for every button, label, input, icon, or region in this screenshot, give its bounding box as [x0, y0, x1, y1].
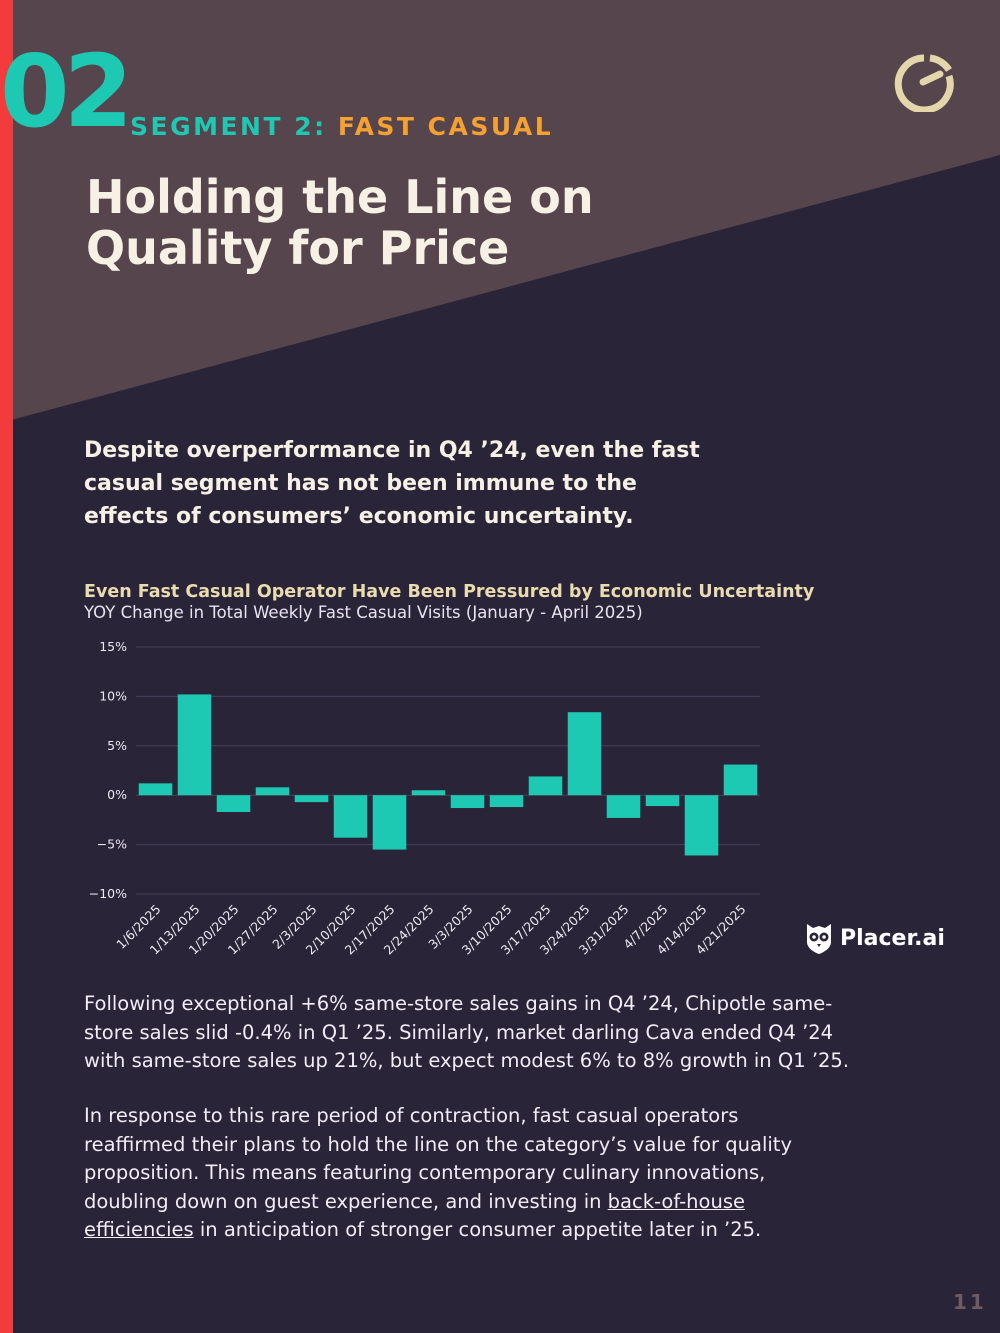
y-tick-label: 15% — [99, 639, 127, 654]
page-title-line-1: Holding the Line on — [86, 170, 594, 224]
bar-3-24-2025 — [567, 712, 602, 796]
header-diagonal-band — [0, 0, 1000, 423]
body-p1-line-2: store sales slid -0.4% in Q1 ’25. Simila… — [84, 1020, 834, 1044]
body-p2-line-4: doubling down on guest experience, and i… — [84, 1188, 944, 1217]
body-p2-line-5-text: in anticipation of stronger consumer app… — [193, 1218, 762, 1241]
y-tick-label: 10% — [99, 688, 127, 703]
back-of-house-link-part-2[interactable]: efficiencies — [84, 1218, 194, 1241]
lede-line-1: Despite overperformance in Q4 ’24, even … — [84, 438, 700, 463]
page-number: 11 — [953, 1290, 987, 1314]
body-p1-line-3: with same-store sales up 21%, but expect… — [84, 1049, 850, 1072]
y-tick-label: −5% — [97, 837, 127, 852]
chart-subtitle: YOY Change in Total Weekly Fast Casual V… — [84, 603, 643, 622]
owl-icon — [807, 924, 831, 954]
brand-name: Placer.ai — [840, 925, 945, 951]
accent-side-bar — [0, 0, 13, 1333]
body-p2-line-4-text: doubling down on guest experience, and i… — [84, 1189, 608, 1213]
lede-paragraph: Despite overperformance in Q4 ’24, even … — [84, 434, 744, 533]
body-paragraph-1: Following exceptional +6% same-store sal… — [84, 990, 944, 1076]
lede-line-2: casual segment has not been immune to th… — [84, 471, 637, 496]
page-title: Holding the Line on Quality for Price — [86, 172, 726, 273]
bar-4-7-2025 — [645, 795, 680, 807]
bar-4-14-2025 — [684, 795, 719, 856]
clock-logo-icon — [894, 54, 954, 112]
bar-3-31-2025 — [606, 795, 641, 818]
segment-label: SEGMENT 2: FAST CASUAL — [130, 112, 553, 141]
body-p2-line-5: efficiencies in anticipation of stronger… — [84, 1216, 944, 1245]
bar-2-24-2025 — [411, 790, 446, 796]
page-title-line-2: Quality for Price — [86, 220, 510, 275]
y-tick-label: −10% — [89, 886, 127, 901]
segment-name: FAST CASUAL — [337, 112, 554, 141]
body-p2-line-3: proposition. This means featuring contem… — [84, 1161, 766, 1184]
y-tick-label: 5% — [107, 738, 127, 753]
bar-3-10-2025 — [489, 795, 524, 808]
bar-3-3-2025 — [450, 795, 485, 809]
body-p1-line-1: Following exceptional +6% same-store sal… — [84, 992, 833, 1015]
back-of-house-link-part-1[interactable]: back-of-house — [607, 1189, 745, 1213]
chart-title: Even Fast Casual Operator Have Been Pres… — [84, 582, 815, 602]
segment-prefix: SEGMENT 2: — [130, 112, 327, 141]
body-p2-line-2: reaffirmed their plans to hold the line … — [84, 1132, 792, 1156]
lede-line-3: effects of consumers’ economic uncertain… — [84, 504, 634, 529]
body-p2-line-1: In response to this rare period of contr… — [84, 1104, 739, 1127]
bar-2-10-2025 — [333, 795, 368, 838]
bar-2-3-2025 — [294, 795, 329, 803]
bar-1-27-2025 — [255, 787, 290, 796]
body-paragraph-2: In response to this rare period of contr… — [84, 1102, 944, 1245]
bar-1-6-2025 — [138, 783, 173, 796]
bar-1-13-2025 — [177, 694, 212, 796]
bar-3-17-2025 — [528, 776, 563, 796]
placer-brand: Placer.ai — [804, 920, 945, 956]
bar-2-17-2025 — [372, 795, 407, 850]
bar-1-20-2025 — [216, 795, 251, 812]
y-tick-label: 0% — [107, 787, 127, 802]
segment-number: 02 — [0, 33, 133, 150]
bar-4-21-2025 — [723, 764, 758, 796]
